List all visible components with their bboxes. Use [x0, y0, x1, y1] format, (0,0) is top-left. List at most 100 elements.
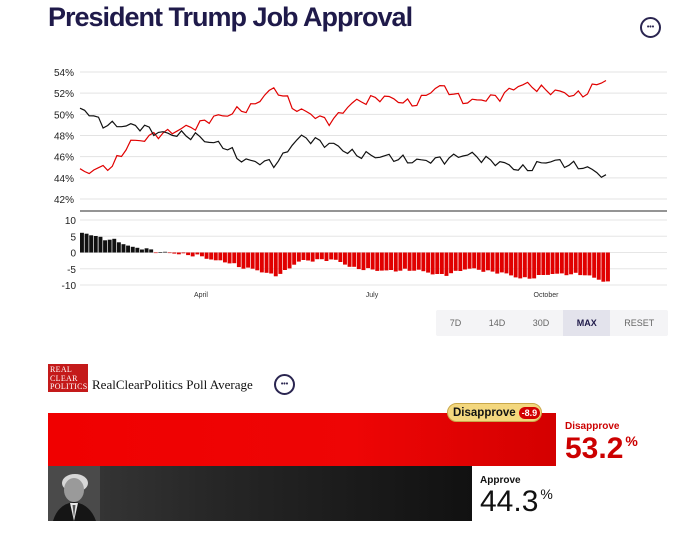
spread-bar — [389, 252, 394, 270]
spread-y-tick-label: 10 — [65, 216, 77, 227]
spread-bar — [453, 252, 458, 271]
page-title: President Trump Job Approval — [48, 2, 413, 32]
spread-bar — [259, 252, 264, 273]
spread-bar — [509, 252, 514, 276]
spread-bar — [467, 252, 472, 269]
spread-bar — [347, 252, 352, 267]
spread-bar — [176, 252, 181, 255]
spread-bar — [255, 252, 260, 271]
spread-bar — [592, 252, 597, 278]
spread-bar — [541, 252, 546, 275]
spread-bar — [190, 252, 195, 257]
spread-bar — [246, 252, 251, 268]
poll-average-label: RealClearPolitics Poll Average — [92, 377, 253, 392]
spread-bar — [578, 252, 583, 276]
spread-bar — [398, 252, 403, 271]
y-tick-label: 48% — [54, 132, 74, 143]
disapprove-unit: % — [625, 433, 638, 449]
spread-bar — [227, 252, 232, 264]
spread-bar — [301, 252, 306, 260]
spread-bar — [181, 252, 186, 254]
spread-bar — [587, 252, 592, 276]
y-tick-label: 52% — [54, 89, 74, 100]
spread-bar — [135, 247, 140, 253]
spread-bar — [384, 252, 389, 271]
more-dots-icon: ••• — [646, 24, 655, 31]
spread-bar — [439, 252, 444, 274]
spread-bar — [250, 252, 255, 269]
range-30d-button[interactable]: 30D — [532, 318, 550, 328]
spread-bar — [144, 248, 149, 253]
spread-bar — [546, 252, 550, 275]
spread-bar — [98, 236, 103, 253]
spread-bar — [343, 252, 347, 265]
approve-label: Approve — [480, 475, 521, 486]
logo-line-2: CLEAR — [50, 373, 78, 383]
poll-options-button[interactable]: ••• — [274, 374, 295, 395]
spread-bar — [416, 252, 421, 270]
approve-number: 44.3 — [480, 485, 539, 518]
portrait-image — [48, 466, 100, 521]
approve-unit: % — [540, 486, 553, 502]
spread-bar — [236, 252, 241, 268]
series-line-disapprove — [79, 79, 607, 175]
spread-bar — [412, 252, 417, 271]
spread-bar — [84, 233, 89, 253]
spread-bar — [200, 252, 204, 257]
spread-bar — [407, 252, 412, 271]
spread-bar — [426, 252, 431, 273]
spread-bar — [596, 252, 601, 280]
spread-bar — [564, 252, 569, 276]
range-max-button[interactable]: MAX — [563, 310, 611, 336]
spread-bar — [430, 252, 435, 275]
spread-bar — [163, 251, 168, 253]
spread-bar — [490, 252, 495, 272]
spread-bar — [283, 252, 287, 270]
spread-bar — [287, 252, 292, 269]
spread-bar — [310, 252, 315, 262]
spread-badge-label: Disapprove — [453, 406, 516, 419]
spread-bar — [130, 246, 135, 253]
spread-bar — [153, 252, 158, 254]
spread-bar — [140, 249, 144, 253]
spread-bar — [167, 252, 172, 254]
spread-bar — [606, 252, 610, 282]
spread-bar — [80, 232, 84, 253]
spread-bar — [366, 252, 371, 269]
spread-y-tick-label: -10 — [62, 281, 77, 292]
range-7d-button[interactable]: 7D — [449, 318, 462, 328]
spread-bar — [126, 245, 131, 253]
spread-bar — [361, 252, 366, 271]
spread-bar — [324, 252, 329, 261]
spread-bar — [370, 252, 375, 270]
spread-y-tick-label: 0 — [70, 249, 76, 260]
spread-bar — [518, 252, 523, 279]
range-14d-button[interactable]: 14D — [488, 318, 506, 328]
more-options-button[interactable]: ••• — [640, 17, 661, 38]
spread-y-tick-label: 5 — [70, 232, 76, 243]
spread-bar — [93, 236, 98, 253]
spread-bar — [536, 252, 541, 275]
spread-bar — [499, 252, 504, 273]
spread-bar — [273, 252, 278, 277]
series-line-approve — [79, 107, 607, 179]
spread-bar — [121, 244, 126, 253]
disapprove-label: Disapprove — [565, 421, 620, 432]
spread-bar — [393, 252, 398, 272]
spread-bar — [306, 252, 311, 261]
spread-bar — [89, 235, 94, 253]
spread-bar — [315, 252, 320, 260]
spread-bar — [107, 239, 112, 253]
spread-bar — [550, 252, 555, 274]
spread-bar — [495, 252, 500, 274]
spread-bar — [116, 242, 121, 253]
spread-y-tick-label: -5 — [67, 265, 76, 276]
range-reset-button[interactable]: RESET — [624, 318, 655, 328]
spread-badge: Disapprove -8.9 — [447, 403, 542, 422]
spread-bar — [103, 240, 108, 253]
spread-bar — [472, 252, 477, 269]
x-tick-label: April — [194, 292, 208, 299]
logo-line-3: POLITICS — [50, 382, 88, 391]
spread-bar — [112, 238, 117, 253]
spread-bar — [449, 252, 454, 274]
